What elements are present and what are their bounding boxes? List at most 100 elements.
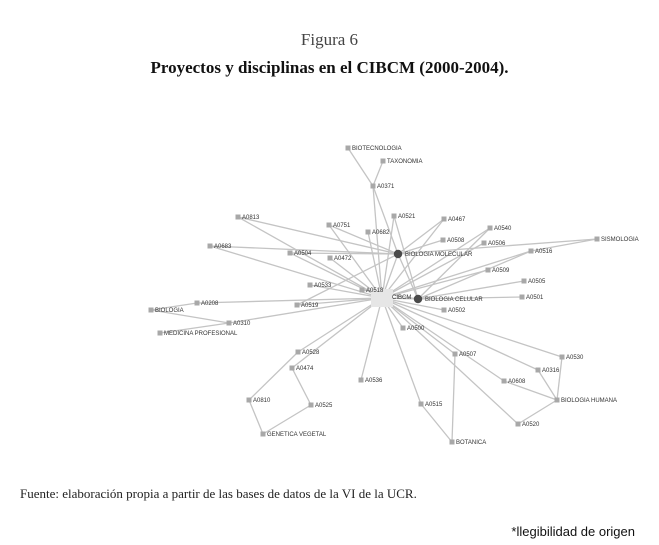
edge-A0516-cibcm — [381, 250, 532, 299]
edge-biotec-A0371 — [347, 147, 374, 187]
node-marker-a0810 — [246, 397, 252, 403]
node-label-a0536: A0536 — [365, 378, 383, 384]
node-marker-a0520 — [515, 421, 521, 427]
edge-A0810-genveg — [248, 399, 264, 435]
node-label-a0472: A0472 — [334, 256, 352, 262]
node-marker-a0504 — [287, 250, 293, 256]
node-a0371: A0371 — [370, 183, 395, 190]
node-botanica: BOTANICA — [449, 439, 486, 446]
node-a0519: A0519 — [294, 302, 319, 309]
edge-A0683-cibcm — [209, 245, 383, 299]
edge-A0474-cibcm — [291, 297, 383, 369]
edge-A0751-biomol — [328, 224, 399, 255]
node-a0208: A0208 — [194, 300, 219, 307]
node-label-biohum: BIOLOGIA HUMANA — [561, 398, 617, 404]
node-a0810: A0810 — [246, 397, 271, 404]
node-label-a0516: A0516 — [535, 249, 553, 255]
node-a0310: A0310 — [226, 320, 251, 327]
edge-sismo-biomol — [397, 238, 598, 255]
node-a0683: A0683 — [207, 243, 232, 250]
node-a0505: A0505 — [521, 278, 546, 285]
node-label-a0508: A0508 — [447, 238, 465, 244]
edge-A0608-biohum — [503, 380, 558, 401]
node-marker-genveg — [260, 431, 266, 437]
edge-taxo-A0371 — [372, 160, 384, 187]
node-marker-medprof — [157, 330, 163, 336]
node-marker-a0530 — [559, 354, 565, 360]
node-marker-a0509 — [485, 267, 491, 273]
edge-biologia-A0310 — [150, 309, 230, 324]
edge-A0813-cibcm — [237, 216, 383, 299]
edge-A0520-cibcm — [381, 297, 519, 425]
node-label-a0608: A0608 — [508, 379, 526, 385]
node-marker-a0751 — [326, 222, 332, 228]
edge-biologia-A0208 — [150, 302, 198, 311]
node-label-a0519: A0519 — [301, 303, 319, 309]
node-a0525: A0525 — [308, 402, 333, 409]
node-label-cibcm: CIBCM — [392, 295, 411, 301]
node-label-a0521: A0521 — [398, 214, 416, 220]
edges-layer — [150, 147, 598, 443]
node-label-taxo: TAXONOMIA — [387, 159, 423, 165]
node-marker-a0608 — [501, 378, 507, 384]
node-label-a0501: A0501 — [526, 295, 544, 301]
node-marker-a0472 — [327, 255, 333, 261]
edge-A0371-cibcm — [372, 185, 383, 299]
node-a0521: A0521 — [391, 213, 416, 220]
node-label-a0500: A0500 — [407, 326, 425, 332]
node-a0467: A0467 — [441, 216, 466, 223]
edge-A0316-biohum — [537, 369, 558, 401]
node-label-a0507: A0507 — [459, 352, 477, 358]
node-marker-biocel — [413, 294, 423, 304]
node-a0509: A0509 — [485, 267, 510, 274]
node-marker-a0310 — [226, 320, 232, 326]
edge-A0530-biohum — [556, 356, 563, 401]
node-marker-a0502 — [441, 307, 447, 313]
node-label-a0316: A0316 — [542, 368, 560, 374]
node-a0508: A0508 — [440, 237, 465, 244]
node-label-a0208: A0208 — [201, 301, 219, 307]
edge-A0515-botanica — [420, 403, 453, 443]
node-marker-a0515 — [418, 401, 424, 407]
node-marker-cibcm — [371, 289, 393, 307]
edge-A0504-biomol — [289, 252, 399, 255]
node-marker-a0683 — [207, 243, 213, 249]
node-marker-a0540 — [487, 225, 493, 231]
node-marker-a0508 — [440, 237, 446, 243]
nodes-layer: CIBCM BIOLOGIA MOLECULAR BIOLOGIA CELULAR B… — [148, 145, 639, 446]
node-label-biotec: BIOTECNOLOGIA — [352, 146, 402, 152]
edge-sismo-A0516 — [530, 238, 598, 252]
edge-A0608-cibcm — [381, 297, 505, 382]
node-a0501: A0501 — [519, 294, 544, 301]
node-a0813: A0813 — [235, 214, 260, 221]
node-marker-a0507 — [452, 351, 458, 357]
node-label-a0682: A0682 — [372, 230, 390, 236]
node-marker-a0682 — [365, 229, 371, 235]
node-label-a0683: A0683 — [214, 244, 232, 250]
edge-A0371-biomol — [372, 185, 399, 255]
node-marker-botanica — [449, 439, 455, 445]
edge-A0509-cibcm — [381, 269, 489, 299]
edge-A0521-biocel — [393, 215, 419, 300]
node-label-a0530: A0530 — [566, 355, 584, 361]
node-marker-a0536 — [358, 377, 364, 383]
edge-A0508-biomol — [397, 239, 444, 255]
node-label-a0467: A0467 — [448, 217, 466, 223]
node-label-a0518: A0518 — [366, 288, 384, 294]
node-genveg: GENETICA VEGETAL — [260, 431, 327, 438]
node-a0502: A0502 — [441, 307, 466, 314]
node-biotec: BIOTECNOLOGIA — [345, 145, 402, 152]
node-label-a0525: A0525 — [315, 403, 333, 409]
edge-A0507-cibcm — [381, 297, 456, 355]
edge-A0536-cibcm — [360, 297, 383, 381]
node-a0518: A0518 — [359, 287, 384, 294]
node-label-a0509: A0509 — [492, 268, 510, 274]
edge-A0683-biomol — [209, 245, 399, 255]
node-label-a0502: A0502 — [448, 308, 466, 314]
node-label-genveg: GENETICA VEGETAL — [267, 432, 327, 438]
node-label-a0506: A0506 — [488, 241, 506, 247]
edge-A0501-biocel — [417, 296, 523, 300]
node-label-a0813: A0813 — [242, 215, 260, 221]
edge-A0540-biocel — [417, 227, 491, 300]
